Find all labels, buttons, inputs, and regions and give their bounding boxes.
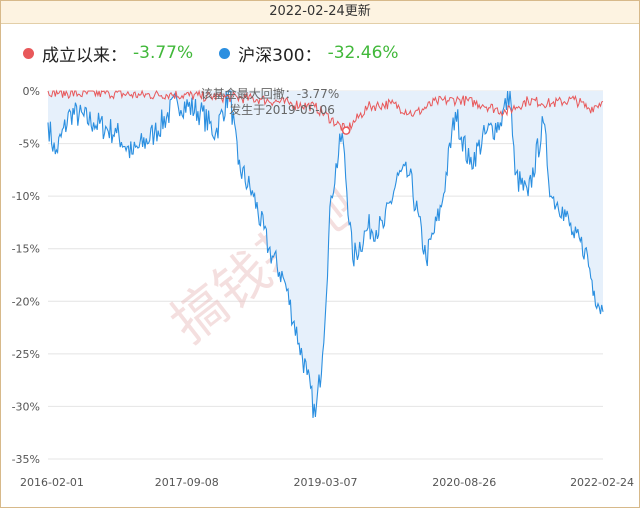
x-tick-label: 2016-02-01 [20,476,84,489]
y-tick-label: -10% [12,190,40,203]
x-tick-label: 2022-02-24 [570,476,634,489]
fund-drawdown-line [47,89,604,132]
legend: 成立以来： -3.77% 沪深300： -32.46% [23,41,399,66]
index-drawdown-area [48,91,603,418]
fund-legend-dot [23,47,34,59]
x-axis-ticks: 2016-02-01 2017-09-08 2019-03-07 2020-08-26… [20,476,634,489]
index-legend-dot [219,47,231,59]
max-drawdown-annotation-line1: 该基金最大回撤：-3.77% [201,86,339,101]
index-legend-value: -32.46% [327,43,399,63]
fund-legend-label[interactable]: 成立以来： [42,45,127,66]
update-date-header: 2022-02-24更新 [1,1,639,24]
x-tick-label: 2017-09-08 [155,476,219,489]
fund-legend-value: -3.77% [133,43,194,63]
max-drawdown-marker[interactable] [341,126,351,135]
y-tick-label: -20% [12,295,40,308]
y-tick-label: -5% [19,138,40,151]
grid-lines [48,90,603,460]
index-legend-label[interactable]: 沪深300： [238,45,322,66]
y-tick-label: -15% [12,243,40,256]
y-axis-ticks: 0% -5% -10% -15% -20% -25% -30% -35% [12,85,40,466]
x-tick-label: 2019-03-07 [294,476,358,489]
index-drawdown-line [47,90,604,418]
y-tick-label: 0% [23,85,40,98]
y-tick-label: -30% [12,400,40,413]
y-tick-label: -35% [12,453,40,466]
max-drawdown-annotation-line2: 发生于2019-05-06 [229,102,335,117]
x-tick-label: 2020-08-26 [432,476,496,489]
y-tick-label: -25% [12,348,40,361]
